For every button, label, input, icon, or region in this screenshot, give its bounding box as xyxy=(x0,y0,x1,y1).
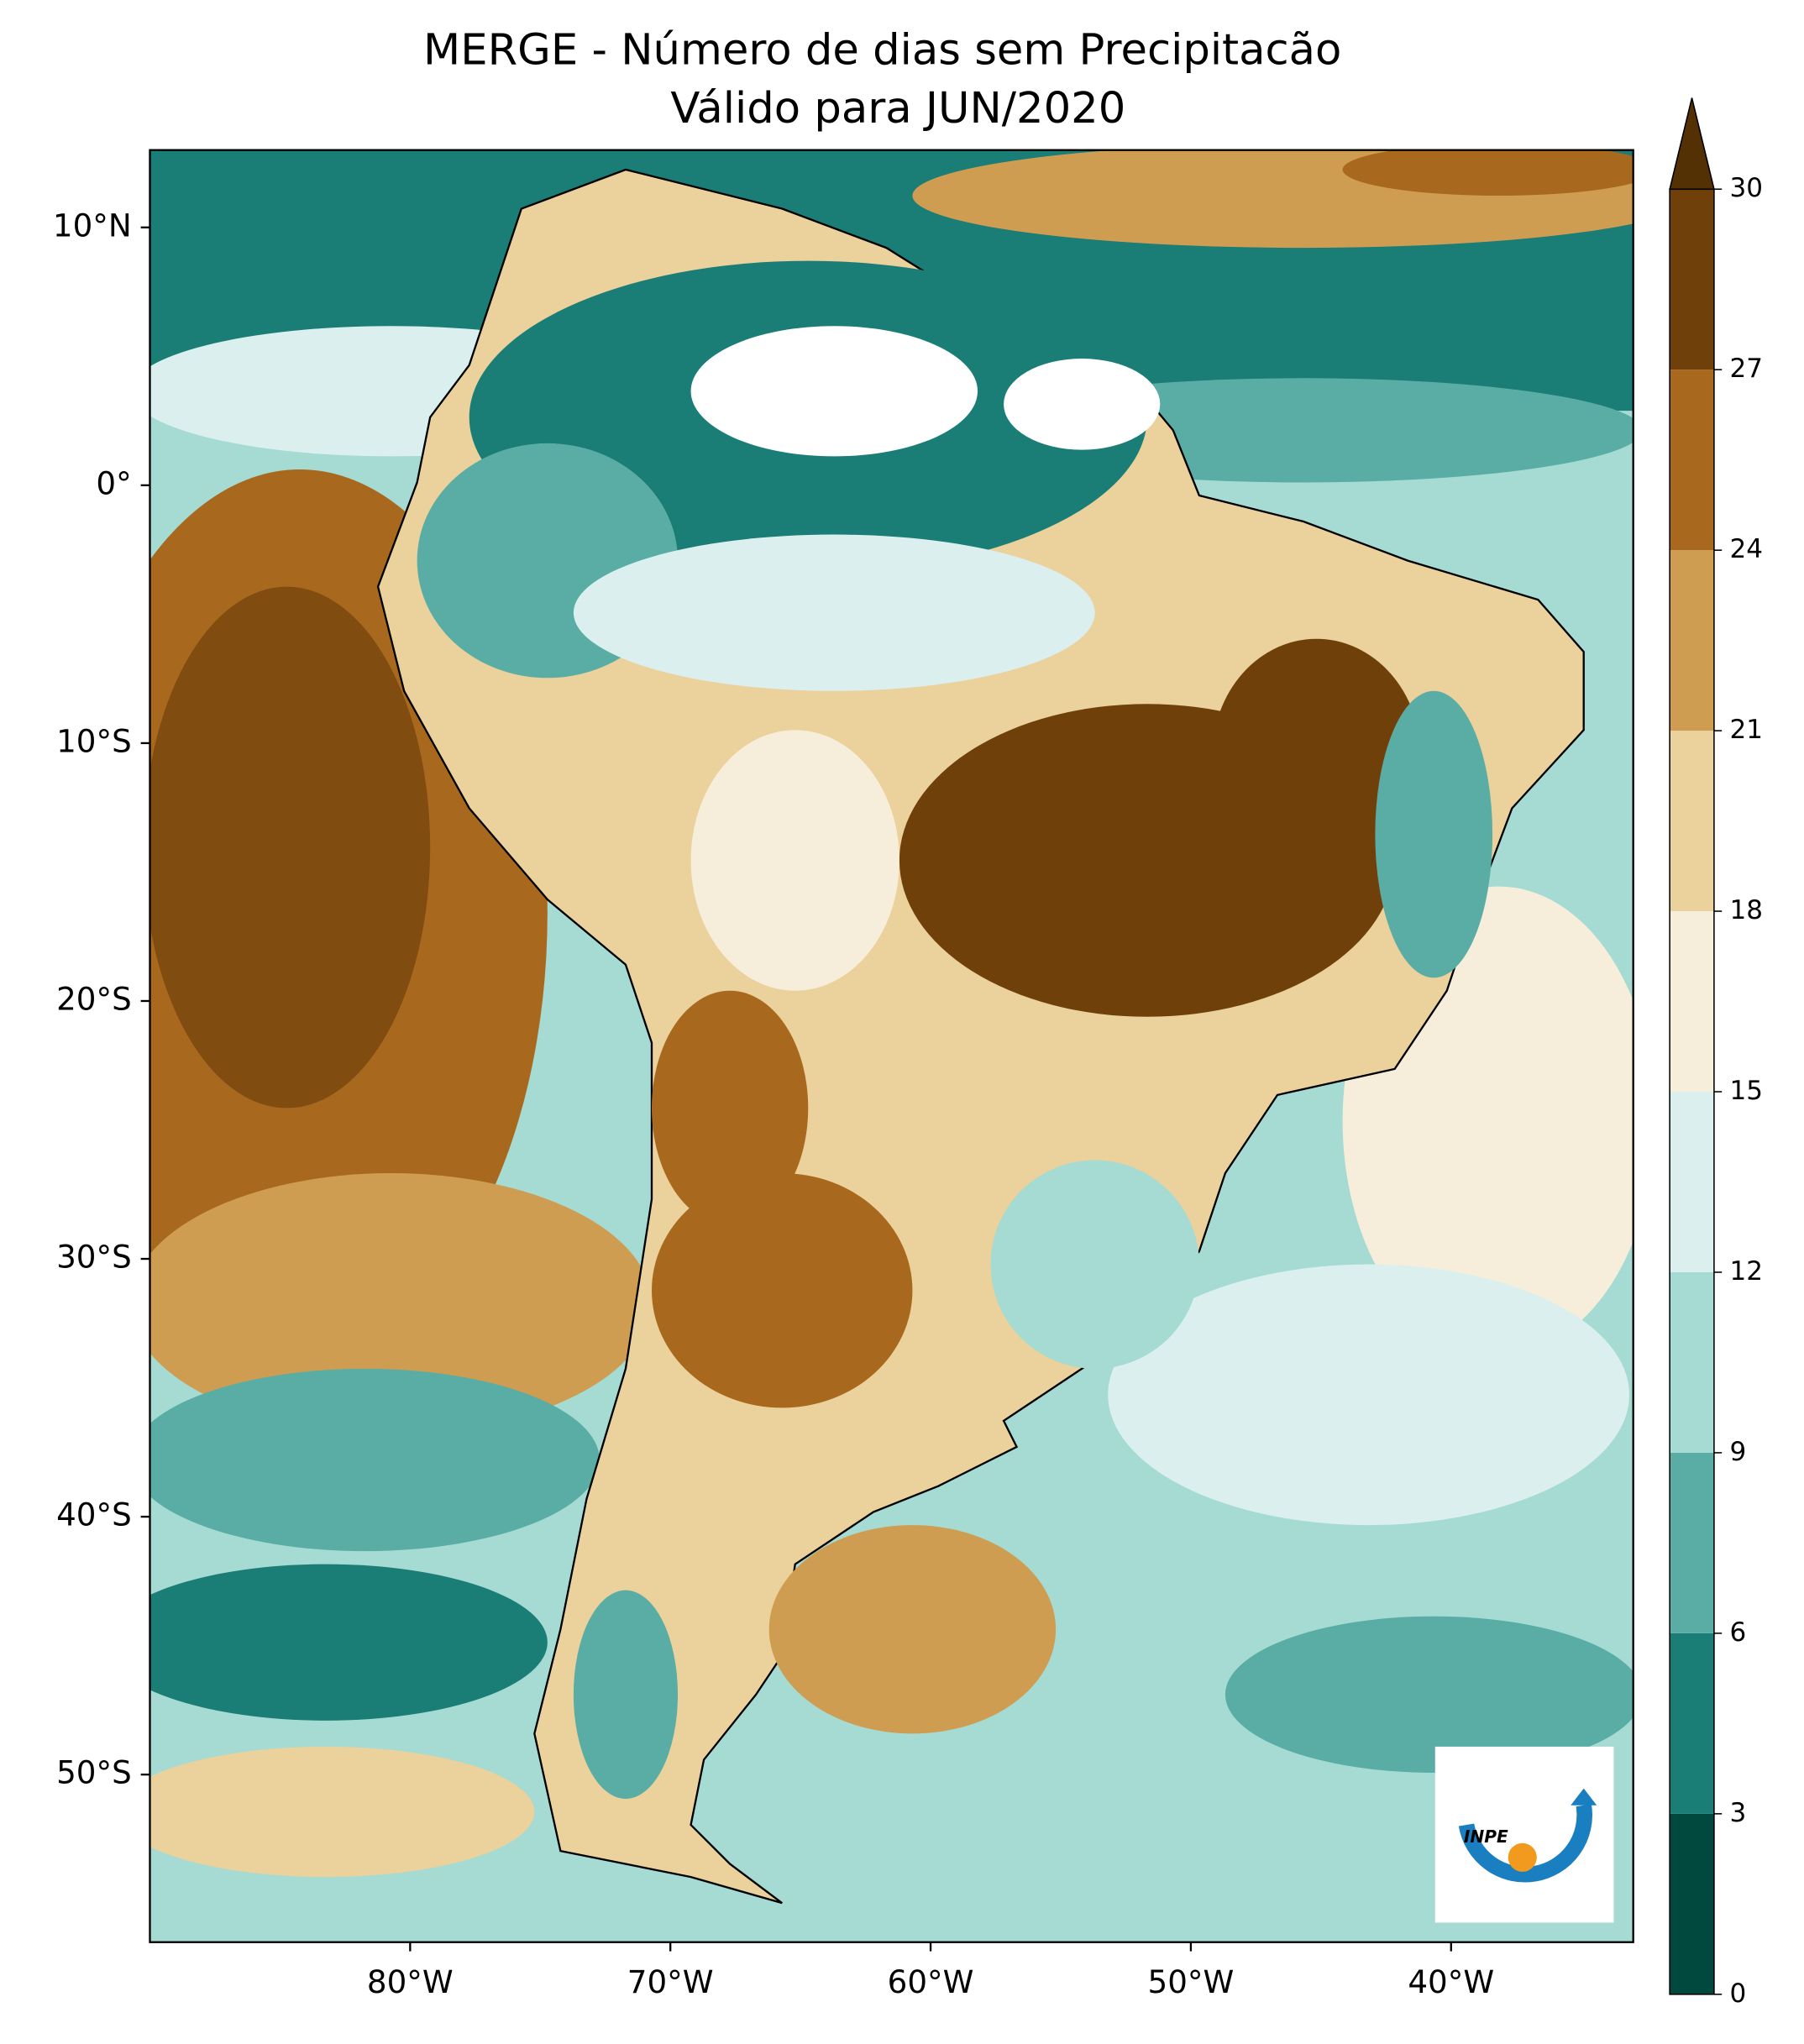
colorbar-tick-label: 9 xyxy=(1730,1437,1747,1467)
colorbar-segment xyxy=(1670,550,1714,731)
colorbar-tick-label: 27 xyxy=(1730,354,1764,384)
colorbar-segment xyxy=(1670,189,1714,370)
colorbar-segment xyxy=(1670,731,1714,912)
colorbar-tick-label: 24 xyxy=(1730,534,1764,564)
colorbar-extension xyxy=(1669,97,1715,191)
y-tick-label: 30°S xyxy=(56,1239,132,1276)
x-tick-label: 50°W xyxy=(1148,1963,1235,2000)
colorbar-segment xyxy=(1670,1813,1714,1994)
y-tick-label: 20°S xyxy=(56,980,132,1017)
colorbar-tick-label: 12 xyxy=(1730,1256,1764,1287)
colorbar-tick-label: 6 xyxy=(1730,1617,1747,1648)
x-tick-label: 40°W xyxy=(1408,1963,1494,2000)
colorbar-tick-label: 0 xyxy=(1730,1978,1747,2009)
x-tick-label: 60°W xyxy=(888,1963,974,2000)
title-line: MERGE - Número de dias sem Precipitacão xyxy=(423,24,1341,75)
colorbar-tick-label: 21 xyxy=(1730,715,1764,745)
colorbar-segment xyxy=(1670,1092,1714,1272)
colorbar-segment xyxy=(1670,1633,1714,1814)
colorbar-segment xyxy=(1670,369,1714,551)
y-tick-label: 40°S xyxy=(56,1496,132,1533)
colorbar-segment xyxy=(1670,911,1714,1093)
logo-text: INPE xyxy=(1464,1826,1508,1847)
map-frame xyxy=(149,149,1634,1943)
colorbar-tick-label: 18 xyxy=(1730,895,1764,925)
title-line: Válido para JUN/2020 xyxy=(670,83,1125,134)
y-tick-label: 50°S xyxy=(56,1754,132,1791)
inpe-logo: INPE xyxy=(1434,1746,1614,1923)
y-tick-label: 10°N xyxy=(53,207,132,244)
colorbar-tick-label: 30 xyxy=(1730,173,1764,203)
x-tick-label: 80°W xyxy=(367,1963,454,2000)
colorbar-tick-label: 3 xyxy=(1730,1798,1747,1828)
x-tick-label: 70°W xyxy=(627,1963,714,2000)
colorbar-tick-label: 15 xyxy=(1730,1076,1764,1106)
colorbar-segment xyxy=(1670,1452,1714,1633)
map-field xyxy=(149,149,1634,1942)
y-tick-label: 0° xyxy=(96,464,131,501)
y-tick-label: 10°S xyxy=(56,722,132,759)
colorbar-segment xyxy=(1670,1271,1714,1453)
